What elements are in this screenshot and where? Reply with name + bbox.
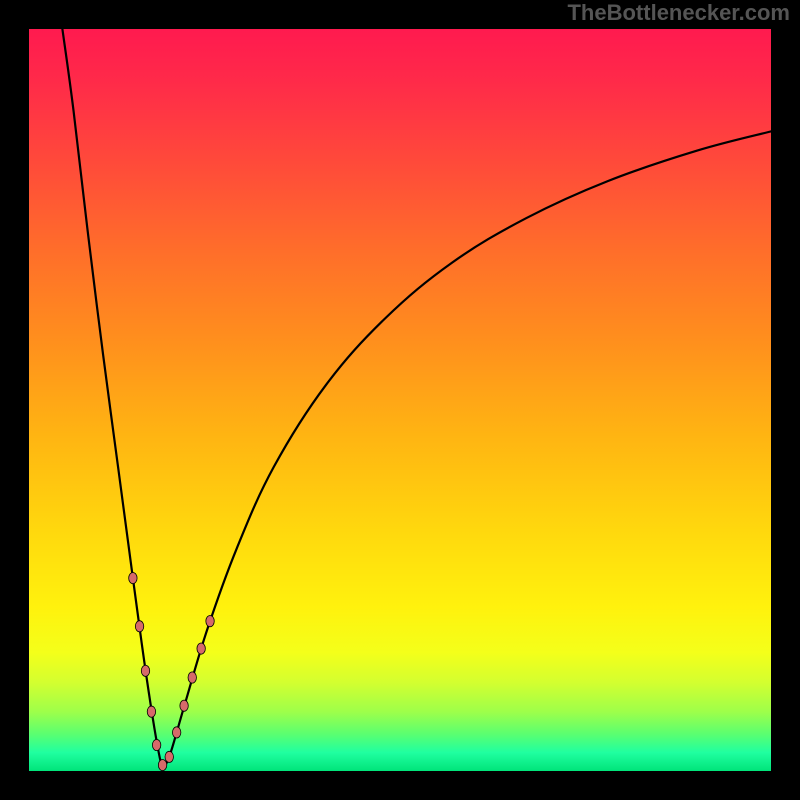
data-marker bbox=[180, 700, 188, 711]
data-marker bbox=[172, 727, 180, 738]
data-marker bbox=[197, 643, 205, 654]
data-marker bbox=[135, 621, 143, 632]
data-marker bbox=[206, 616, 214, 627]
chart-root: TheBottlenecker.com bbox=[0, 0, 800, 800]
data-marker bbox=[158, 759, 166, 770]
data-marker bbox=[141, 665, 149, 676]
plot-svg bbox=[29, 29, 771, 771]
watermark-text: TheBottlenecker.com bbox=[567, 0, 790, 26]
gradient-background bbox=[29, 29, 771, 771]
data-marker bbox=[129, 572, 137, 583]
plot-area bbox=[29, 29, 771, 771]
data-marker bbox=[152, 739, 160, 750]
data-marker bbox=[188, 672, 196, 683]
data-marker bbox=[165, 751, 173, 762]
data-marker bbox=[147, 706, 155, 717]
